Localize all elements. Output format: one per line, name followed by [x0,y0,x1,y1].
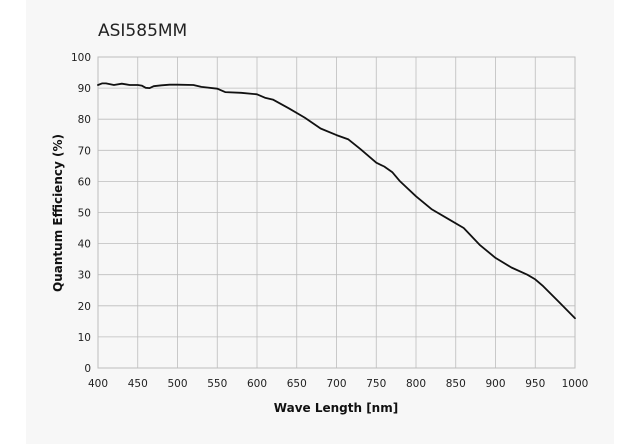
y-tick-label: 80 [78,114,91,126]
chart-panel: ASI585MM 400 450 500 550 600 650 700 750 800 850 9… [26,0,614,444]
x-tick-label: 650 [287,378,307,390]
y-tick-label: 40 [78,239,91,251]
qe-chart: ASI585MM 400 450 500 550 600 650 700 750 800 850 9… [51,21,588,415]
y-axis-label: Quantum Efficiency (%) [51,134,65,292]
y-tick-label: 10 [78,332,91,344]
x-tick-label: 700 [326,378,346,390]
x-tick-label: 550 [207,378,227,390]
x-tick-label: 850 [446,378,466,390]
y-tick-label: 60 [78,176,91,188]
x-tick-label: 800 [406,378,426,390]
y-tick-label: 70 [78,145,91,157]
y-tick-label: 30 [78,270,91,282]
x-tick-label: 750 [366,378,386,390]
y-tick-label: 0 [84,363,91,375]
series-line [97,82,576,320]
y-tick-labels: 0 10 20 30 40 50 60 70 80 90 100 [71,52,91,375]
x-tick-labels: 400 450 500 550 600 650 700 750 800 850 900 950 1000 [88,378,588,390]
x-tick-label: 1000 [562,378,589,390]
x-tick-label: 500 [167,378,187,390]
y-tick-label: 50 [78,208,91,220]
x-tick-label: 900 [485,378,505,390]
x-tick-label: 950 [525,378,545,390]
plot-frame [97,56,576,369]
x-tick-label: 600 [247,378,267,390]
y-tick-label: 100 [71,52,91,64]
y-tick-label: 90 [78,83,91,95]
x-tick-label: 450 [128,378,148,390]
x-tick-label: 400 [88,378,108,390]
y-tick-label: 20 [78,301,91,313]
x-axis-label: Wave Length [nm] [274,401,398,415]
chart-title: ASI585MM [98,21,187,41]
grid-lines [97,56,576,369]
